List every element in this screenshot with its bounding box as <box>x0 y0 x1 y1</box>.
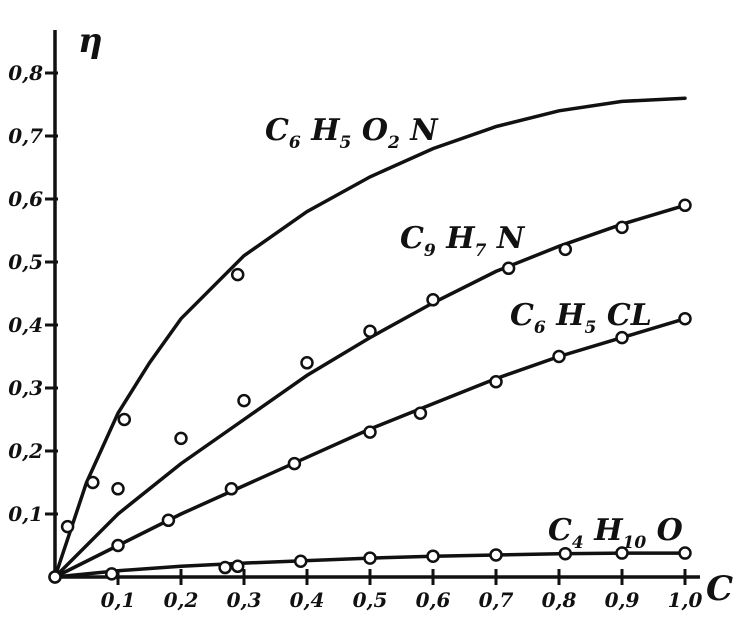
series-label-element: H <box>445 221 476 256</box>
data-point-c4h10o <box>230 559 245 574</box>
series-label-element: O <box>657 513 683 548</box>
series-line-c6h5o2n <box>53 96 687 579</box>
series-label-subscript: 5 <box>585 318 597 338</box>
x-tick-label: 0,4 <box>290 588 325 612</box>
series-label-subscript: 7 <box>475 241 487 261</box>
x-tick-label: 0,2 <box>164 588 199 612</box>
series-label-spacer <box>400 113 410 148</box>
series-label-subscript: 5 <box>340 133 352 153</box>
series-label-subscript: 6 <box>289 133 301 153</box>
ticks: 0,1 0,2 0,3 0,4 0,5 0,6 0,7 0,8 0,9 1,0 0,1 0,2 0,3 0… <box>8 61 702 612</box>
y-tick-label: 0,6 <box>8 187 43 211</box>
series-label-spacer <box>584 513 594 548</box>
series-label-element: N <box>496 221 526 256</box>
x-tick-label: 0,1 <box>101 588 136 612</box>
data-point-c4h10o <box>489 548 503 562</box>
y-tick-label: 0,1 <box>8 502 43 526</box>
data-point-c9h7n <box>363 324 377 339</box>
series-label-element: C <box>510 298 534 333</box>
series-label-spacer <box>436 221 446 256</box>
data-point-c6h5cl <box>287 456 302 471</box>
series-label-subscript: 10 <box>623 533 647 553</box>
series-label-c6h5o2n: C6 H5 O2 N <box>265 113 439 153</box>
series-label-spacer <box>301 113 311 148</box>
data-point-c9h7n <box>678 198 692 213</box>
data-point-c4h10o <box>426 549 440 563</box>
y-tick-label: 0,8 <box>8 61 43 85</box>
data-point-c4h10o <box>558 546 573 561</box>
series-label-element: CL <box>607 298 652 333</box>
series-label-element: H <box>555 298 586 333</box>
series-labels: C6 H5 O2 N C9 H7 N C6 H5 CL C4 H10 O <box>265 113 683 553</box>
x-tick-label: 0,8 <box>542 588 577 612</box>
y-tick-label: 0,3 <box>8 376 43 400</box>
series-label-element: H <box>593 513 624 548</box>
x-tick-label: 0,6 <box>416 588 451 612</box>
data-point-c9h7n <box>615 220 629 235</box>
data-point-c6h5o2n <box>237 393 251 408</box>
series-label-spacer <box>646 513 656 548</box>
series-label-spacer <box>596 298 606 333</box>
y-tick-label: 0,2 <box>8 439 43 463</box>
series-label-element: N <box>409 113 439 148</box>
data-point-c6h5cl <box>552 349 566 364</box>
data-point-c6h5o2n <box>230 267 245 282</box>
y-tick-label: 0,7 <box>8 124 43 148</box>
series-label-element: C <box>400 221 424 256</box>
series-label-subscript: 2 <box>387 133 400 153</box>
data-point-c4h10o <box>104 567 119 581</box>
series-label-element: C <box>548 513 572 548</box>
data-point-c6h5o2n <box>60 519 75 534</box>
data-point-c6h5cl <box>489 374 503 389</box>
series-label-element: H <box>310 113 341 148</box>
x-tick-label: 0,5 <box>353 588 388 612</box>
data-point-c9h7n <box>501 261 516 276</box>
x-tick-label: 0,9 <box>605 588 640 612</box>
data-point-c4h10o <box>218 560 232 575</box>
data-point-c4h10o <box>615 546 629 560</box>
data-point-c4h10o <box>678 546 692 560</box>
data-point-c4h10o <box>363 551 377 565</box>
series-label-subscript: 9 <box>424 241 436 261</box>
data-point-c6h5o2n <box>117 412 132 427</box>
points <box>48 198 692 584</box>
data-point-c6h5o2n <box>111 482 125 496</box>
data-point-c6h5cl <box>111 538 125 553</box>
series-label-c6h5cl: C6 H5 CL <box>510 298 652 338</box>
data-point-c9h7n <box>558 242 573 257</box>
x-tick-label: 0,3 <box>227 588 262 612</box>
data-point-c9h7n <box>48 570 62 584</box>
series-label-subscript: 4 <box>572 533 584 553</box>
x-tick-label: 0,7 <box>479 588 514 612</box>
data-point-c6h5cl <box>615 330 629 345</box>
x-axis-label: C <box>706 569 733 609</box>
y-tick-label: 0,5 <box>8 250 43 274</box>
data-point-c9h7n <box>300 356 314 370</box>
series-label-c4h10o: C4 H10 O <box>548 513 683 553</box>
data-point-c6h5cl <box>363 425 377 439</box>
data-point-c4h10o <box>293 554 308 568</box>
data-point-c6h5cl <box>678 311 692 326</box>
data-point-c6h5o2n <box>174 431 188 446</box>
data-point-c6h5o2n <box>86 475 100 490</box>
series-label-spacer <box>486 221 496 256</box>
data-point-c6h5cl <box>413 406 428 420</box>
series-label-element: C <box>265 113 289 148</box>
y-axis-label: η <box>78 21 103 61</box>
data-point-c9h7n <box>426 293 440 307</box>
series-label-spacer <box>351 113 361 148</box>
series-label-spacer <box>546 298 556 333</box>
x-tick-label: 1,0 <box>668 588 703 612</box>
series-label-element: O <box>362 113 388 148</box>
series-label-c9h7n: C9 H7 N <box>400 221 526 261</box>
data-point-c6h5cl <box>161 513 176 528</box>
y-tick-label: 0,4 <box>8 313 43 337</box>
data-point-c6h5cl <box>224 482 239 496</box>
series-label-subscript: 6 <box>534 318 546 338</box>
